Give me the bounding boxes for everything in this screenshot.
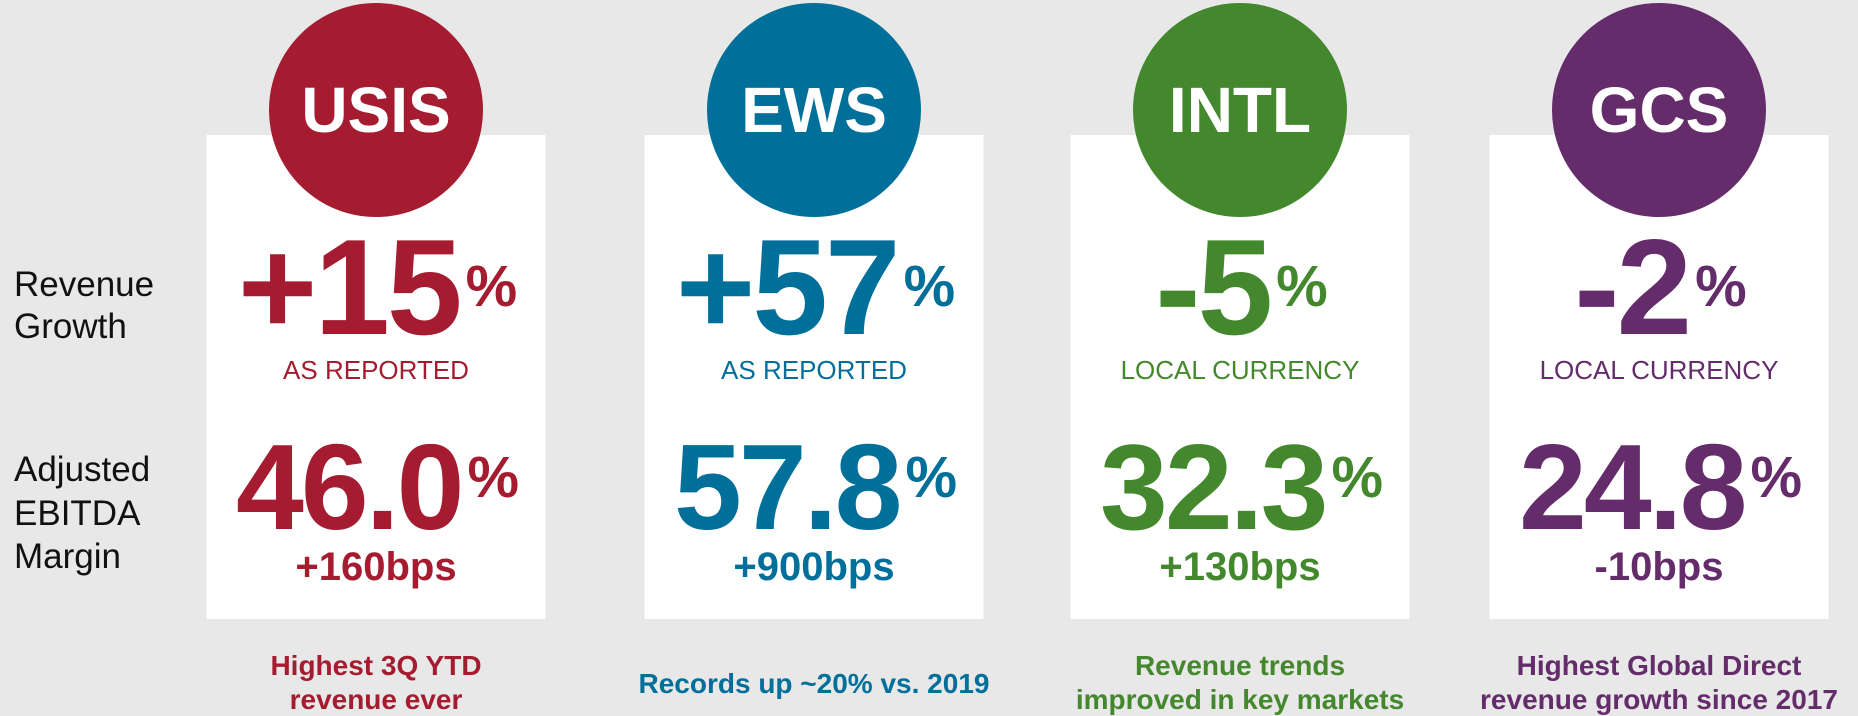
ebitda-margin-value: 57.8 (674, 419, 900, 555)
ebitda-margin-unit: % (467, 445, 518, 510)
revenue-growth: +15% (238, 211, 517, 363)
revenue-growth-unit: % (904, 254, 955, 319)
revenue-basis: AS REPORTED (721, 355, 907, 385)
segment-name: INTL (1169, 74, 1311, 146)
revenue-growth-value: +15 (238, 211, 460, 363)
ebitda-margin-unit: % (1331, 445, 1382, 510)
ebitda-margin: 57.8% (674, 419, 956, 555)
row-label: Margin (14, 537, 121, 576)
revenue-growth-value: +57 (676, 211, 898, 363)
segment-badge (707, 3, 921, 217)
row-label: Growth (14, 307, 127, 346)
ebitda-margin: 24.8% (1519, 419, 1801, 555)
revenue-basis: LOCAL CURRENCY (1540, 355, 1779, 385)
segment-badge (1552, 3, 1766, 217)
ebitda-margin-unit: % (905, 445, 956, 510)
row-label: Revenue (14, 265, 154, 304)
ebitda-margin-value: 24.8 (1519, 419, 1745, 555)
row-label: Adjusted (14, 450, 150, 489)
segment-badge (269, 3, 483, 217)
segment-note: revenue growth since 2017 (1480, 684, 1838, 715)
revenue-growth: -5% (1155, 211, 1327, 363)
ebitda-margin: 32.3% (1100, 419, 1382, 555)
revenue-basis: LOCAL CURRENCY (1121, 355, 1360, 385)
ebitda-margin-unit: % (1750, 445, 1801, 510)
revenue-basis: AS REPORTED (283, 355, 469, 385)
margin-change: +900bps (733, 545, 894, 589)
revenue-growth-value: -5 (1155, 211, 1270, 363)
segment-note: revenue ever (290, 684, 463, 715)
revenue-growth-value: -2 (1574, 211, 1689, 363)
margin-change: -10bps (1595, 545, 1724, 589)
revenue-growth-unit: % (466, 254, 517, 319)
segment-badge (1133, 3, 1347, 217)
margin-change: +160bps (295, 545, 456, 589)
revenue-growth-unit: % (1276, 254, 1327, 319)
segment-note: Highest Global Direct (1517, 650, 1802, 681)
segment-name: USIS (301, 74, 450, 146)
revenue-growth-unit: % (1695, 254, 1746, 319)
ebitda-margin-value: 32.3 (1100, 419, 1325, 555)
segment-name: GCS (1590, 74, 1729, 146)
segment-note: improved in key markets (1076, 684, 1404, 715)
margin-change: +130bps (1159, 545, 1320, 589)
revenue-growth: +57% (676, 211, 955, 363)
segment-note: Records up ~20% vs. 2019 (639, 668, 990, 699)
ebitda-margin: 46.0% (236, 419, 518, 555)
row-label: EBITDA (14, 494, 141, 533)
ebitda-margin-value: 46.0 (236, 419, 461, 555)
segment-note: Revenue trends (1135, 650, 1345, 681)
segment-note: Highest 3Q YTD (270, 650, 481, 681)
revenue-growth: -2% (1574, 211, 1746, 363)
segment-name: EWS (741, 74, 887, 146)
